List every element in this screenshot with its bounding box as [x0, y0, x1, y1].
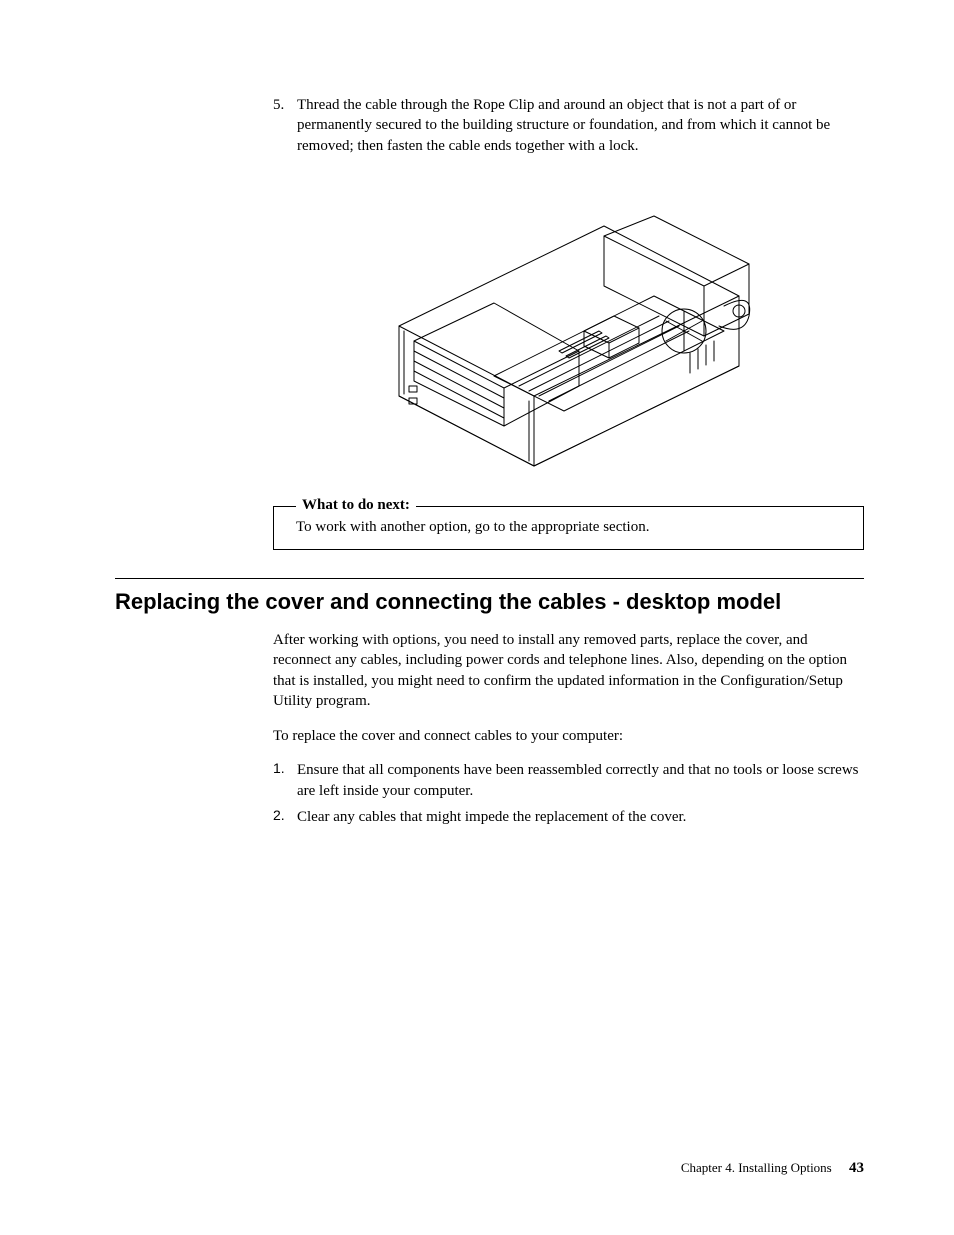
section-para-1: After working with options, you need to …	[273, 630, 864, 711]
step-1: 1. Ensure that all components have been …	[273, 760, 864, 801]
step-text: Ensure that all components have been rea…	[297, 760, 864, 801]
section-steps: 1. Ensure that all components have been …	[273, 760, 864, 827]
section-rule	[115, 578, 864, 579]
step-text: Thread the cable through the Rope Clip a…	[297, 95, 864, 156]
step-text: Clear any cables that might impede the r…	[297, 807, 864, 827]
step-number: 2.	[273, 807, 297, 827]
step-5-block: 5. Thread the cable through the Rope Cli…	[273, 95, 864, 550]
page-footer: Chapter 4. Installing Options 43	[681, 1160, 864, 1177]
section-para-2: To replace the cover and connect cables …	[273, 726, 864, 746]
chapter-label: Chapter 4. Installing Options	[681, 1160, 832, 1175]
notice-body: To work with another option, go to the a…	[296, 517, 849, 537]
section-heading: Replacing the cover and connecting the c…	[115, 589, 864, 615]
step-number: 1.	[273, 760, 297, 801]
page: 5. Thread the cable through the Rope Cli…	[0, 0, 954, 1235]
step-number: 5.	[273, 95, 297, 156]
what-to-do-next-box: What to do next: To work with another op…	[273, 506, 864, 550]
section-body: After working with options, you need to …	[273, 630, 864, 827]
notice-legend: What to do next:	[296, 497, 416, 514]
chassis-svg	[354, 176, 784, 476]
computer-chassis-figure	[273, 176, 864, 476]
step-5: 5. Thread the cable through the Rope Cli…	[273, 95, 864, 156]
page-number: 43	[849, 1160, 864, 1176]
step-2: 2. Clear any cables that might impede th…	[273, 807, 864, 827]
